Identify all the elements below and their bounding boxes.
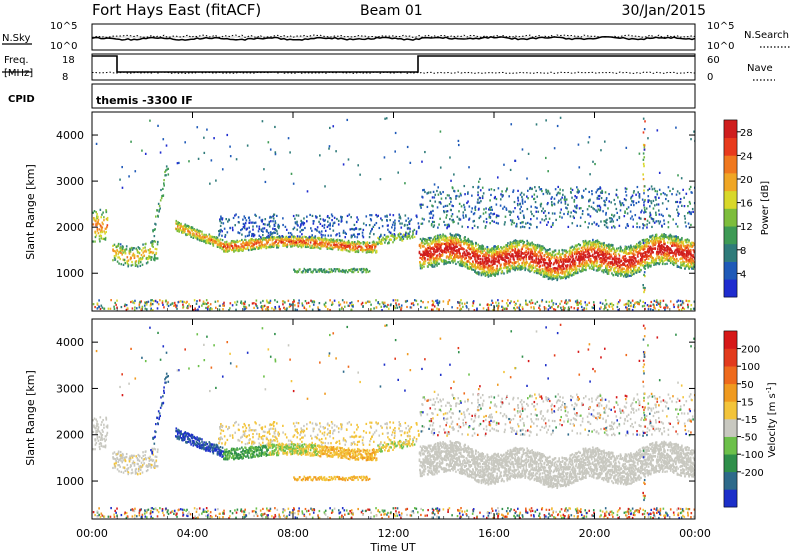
x-axis-label: Time UT [369, 541, 415, 554]
velocity-colorbar-segment [724, 489, 737, 508]
velocity-colorbar-segment [724, 331, 737, 349]
date-label: 30/Jan/2015 [622, 3, 706, 19]
velocity-colorbar-segment [724, 366, 737, 385]
nsky-tick-bottom: 10^0 [50, 41, 77, 52]
velocity-colorbar-tick: -100 [741, 450, 764, 461]
power-colorbar-tick: 8 [740, 246, 746, 257]
x-tick-label: 16:00 [478, 527, 510, 540]
velocity-colorbar-segment [724, 454, 737, 473]
velocity-colorbar-tick: 100 [741, 362, 760, 373]
cpid-label: CPID [8, 94, 35, 105]
velocity-scatter [92, 323, 695, 519]
nsky-trace [91, 36, 696, 41]
velocity-colorbar-tick: 15 [741, 397, 754, 408]
velocity-ylabel: Slant Range [km] [24, 370, 37, 466]
power-ytick-label: 2000 [56, 221, 84, 234]
x-tick-label: 12:00 [378, 527, 410, 540]
power-colorbar-segment [724, 120, 737, 138]
nsky-tick-top: 10^5 [50, 21, 77, 32]
x-tick-label: 04:00 [177, 527, 209, 540]
power-colorbar-tick: 20 [740, 175, 753, 186]
cpid-panel: CPID themis -3300 IF [8, 83, 696, 109]
nsearch-trace [91, 34, 696, 39]
nsearch-tick-bottom: 10^0 [707, 41, 734, 52]
nsky-panel: N.Sky 10^5 10^0 10^5 10^0 N.Search [2, 21, 790, 52]
velocity-colorbar-segment [724, 471, 737, 490]
nsky-label: N.Sky [2, 33, 30, 44]
velocity-colorbar-segment [724, 401, 737, 420]
freq-unit-label: [MHz] [4, 68, 33, 79]
power-colorbar-tick: 4 [740, 269, 746, 280]
power-panel: 1000 2000 3000 4000 Slant Range [km] [24, 111, 696, 312]
power-colorbar-segment [724, 279, 737, 298]
power-ytick-label: 1000 [56, 267, 84, 280]
velocity-colorbar-segment [724, 348, 737, 367]
nave-tick-bottom: 0 [707, 72, 713, 83]
velocity-ytick-label: 4000 [56, 336, 84, 349]
velocity-colorbar-segment [724, 436, 737, 455]
x-tick-label: 08:00 [277, 527, 309, 540]
freq-label: Freq. [4, 55, 29, 66]
velocity-panel: 1000 2000 3000 4000 00:00 04:00 08:00 12:00 16:… [24, 318, 711, 554]
freq-tick-top: 18 [62, 55, 75, 66]
power-colorbar-segment [724, 243, 737, 262]
nave-tick-top: 60 [707, 55, 720, 66]
power-colorbar-label: Power [dB] [760, 181, 771, 236]
power-ylabel: Slant Range [km] [24, 164, 37, 260]
power-scatter [92, 116, 695, 311]
power-colorbar-segment [724, 173, 737, 192]
freq-panel: Freq. [MHz] 18 8 60 0 Nave [2, 53, 775, 83]
velocity-colorbar-tick: -200 [741, 468, 764, 479]
nave-label: Nave [747, 63, 773, 74]
velocity-colorbar-tick: -50 [741, 433, 757, 444]
velocity-colorbar-tick: 50 [741, 380, 754, 391]
velocity-colorbar-tick: 200 [741, 345, 760, 356]
power-colorbar: Power [dB] 4 8 12 16 20 24 28 [723, 119, 771, 298]
power-colorbar-tick: 16 [740, 199, 753, 210]
power-colorbar-segment [724, 155, 737, 174]
power-colorbar-segment [724, 261, 737, 280]
cpid-value: themis -3300 IF [96, 94, 193, 107]
nave-trace [91, 71, 696, 75]
power-colorbar-tick: 12 [740, 222, 753, 233]
power-colorbar-segment [724, 226, 737, 245]
nsearch-label: N.Search [744, 30, 789, 41]
velocity-colorbar-segment [724, 383, 737, 402]
power-colorbar-tick: 24 [740, 151, 753, 162]
nsearch-tick-top: 10^5 [707, 21, 734, 32]
power-colorbar-segment [724, 190, 737, 209]
velocity-ytick-label: 3000 [56, 382, 84, 395]
x-tick-label: 20:00 [579, 527, 611, 540]
velocity-colorbar-tick: -15 [741, 415, 757, 426]
x-tick-label: 00:00 [76, 527, 108, 540]
freq-trace [92, 55, 695, 73]
power-colorbar-segment [724, 208, 737, 227]
velocity-colorbar-segment [724, 419, 737, 437]
velocity-ytick-label: 2000 [56, 429, 84, 442]
velocity-colorbar: Velocity [m s-1] 200 100 50 15 -15 -50 -100 -20… [723, 330, 778, 508]
freq-tick-bottom: 8 [62, 72, 68, 83]
beam-label: Beam 01 [360, 3, 423, 19]
site-title: Fort Hays East (fitACF) [92, 1, 261, 19]
power-ytick-label: 3000 [56, 175, 84, 188]
x-tick-label: 00:00 [679, 527, 711, 540]
velocity-ytick-label: 1000 [56, 475, 84, 488]
power-colorbar-tick: 28 [740, 128, 753, 139]
power-colorbar-segment [724, 137, 737, 156]
power-ytick-label: 4000 [56, 129, 84, 142]
velocity-colorbar-label: Velocity [m s-1] [765, 382, 778, 457]
